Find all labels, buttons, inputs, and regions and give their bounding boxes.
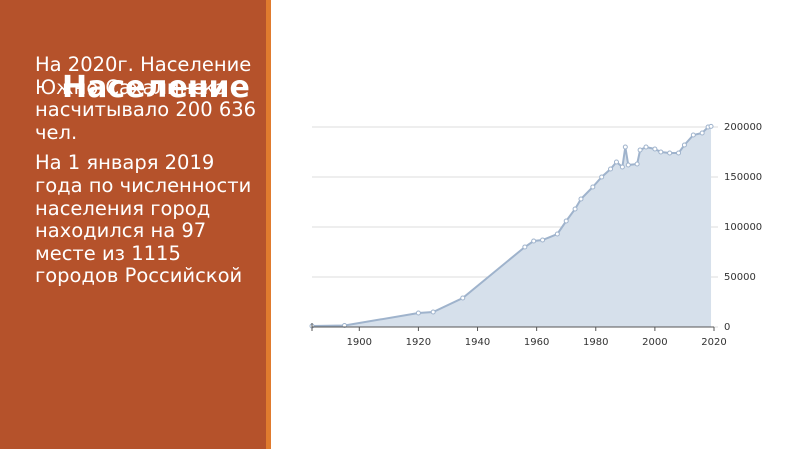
y-tick-label: 0 (724, 322, 730, 333)
data-point (554, 231, 560, 237)
y-tick-label: 50000 (724, 272, 756, 283)
data-point (563, 218, 569, 224)
x-tick-label: 2020 (701, 337, 726, 348)
x-tick-label: 1940 (465, 337, 490, 348)
body-text: На 2020г. Население Южно-Сахалинска насч… (35, 53, 266, 296)
data-point (676, 150, 682, 156)
y-tick-label: 100000 (724, 222, 762, 233)
data-point (613, 159, 619, 165)
x-tick-label: 1960 (524, 337, 549, 348)
data-point (643, 144, 649, 150)
area-fill (312, 126, 712, 327)
data-point (572, 206, 578, 212)
data-point (625, 162, 631, 168)
data-point (578, 196, 584, 202)
paragraph: На 2020г. Население Южно-Сахалинска насч… (35, 53, 257, 144)
data-point (637, 147, 643, 153)
accent-stripe (266, 0, 271, 449)
data-point (599, 174, 605, 180)
x-tick-label: 2000 (642, 337, 667, 348)
x-tick-label: 1920 (406, 337, 431, 348)
data-point (681, 142, 687, 148)
data-point (658, 149, 664, 155)
data-point (634, 161, 640, 167)
data-point (619, 164, 625, 170)
data-point (667, 150, 673, 156)
data-point (590, 184, 596, 190)
data-point (699, 130, 705, 136)
y-tick-label: 150000 (724, 172, 762, 183)
data-point (708, 123, 714, 129)
data-point (652, 146, 658, 152)
data-point (460, 295, 466, 301)
data-point (690, 132, 696, 138)
paragraph: На 1 января 2019 года по численности нас… (35, 151, 252, 288)
data-point (531, 238, 537, 244)
data-point (430, 309, 436, 315)
data-point (540, 237, 546, 243)
y-tick-label: 200000 (724, 122, 762, 133)
data-point (522, 244, 528, 250)
data-point (622, 144, 628, 150)
side-panel: На 2020г. Население Южно-Сахалинска насч… (0, 0, 266, 449)
x-tick-label: 1900 (347, 337, 372, 348)
data-point (415, 310, 421, 316)
x-tick-label: 1980 (583, 337, 608, 348)
data-point (608, 166, 614, 172)
slide-title: Население (62, 70, 250, 105)
